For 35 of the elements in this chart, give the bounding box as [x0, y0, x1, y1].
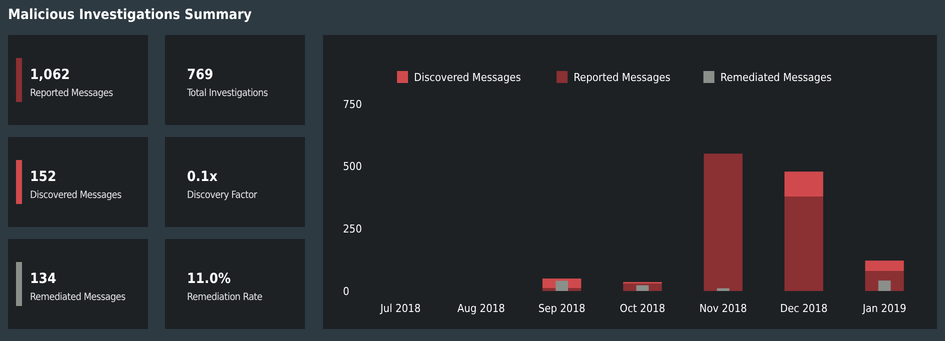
x-tick-label: Nov 2018 — [699, 302, 747, 315]
text: 11.0% — [187, 271, 232, 287]
text: Malicious Investigations Summary — [8, 7, 252, 23]
bar — [878, 280, 891, 291]
text: Total Investigations — [186, 88, 268, 99]
legend-label: Discovered Messages — [414, 70, 521, 84]
bar — [784, 196, 824, 291]
text: 0.1x — [187, 169, 218, 185]
bar — [704, 154, 743, 291]
y-tick-label: 500 — [343, 160, 362, 174]
x-tick-label: Dec 2018 — [780, 302, 828, 315]
y-tick-label: 0 — [343, 284, 350, 298]
bar — [865, 260, 904, 272]
bar — [636, 285, 649, 291]
legend-label: Reported Messages — [574, 70, 670, 84]
text: 134 — [30, 271, 57, 287]
text: Remediated Messages — [30, 292, 126, 303]
x-tick-label: Oct 2018 — [620, 302, 666, 315]
text: Discovery Factor — [187, 190, 258, 201]
x-tick-label: Jan 2019 — [862, 302, 906, 315]
text: Reported Messages — [30, 88, 114, 99]
text: Discovered Messages — [30, 190, 122, 201]
x-tick-label: Jul 2018 — [379, 302, 421, 315]
x-tick-label: Sep 2018 — [538, 302, 586, 315]
bar — [556, 280, 568, 291]
text: 152 — [30, 169, 56, 185]
x-tick-label: Aug 2018 — [457, 302, 505, 315]
text: 769 — [187, 67, 214, 83]
y-tick-label: 250 — [343, 222, 362, 236]
bar — [716, 288, 730, 291]
y-tick-label: 750 — [343, 98, 362, 111]
legend-label: Remediated Messages — [720, 70, 832, 84]
bar — [784, 172, 824, 196]
text: 1,062 — [30, 67, 70, 83]
text: Remediation Rate — [187, 292, 264, 303]
